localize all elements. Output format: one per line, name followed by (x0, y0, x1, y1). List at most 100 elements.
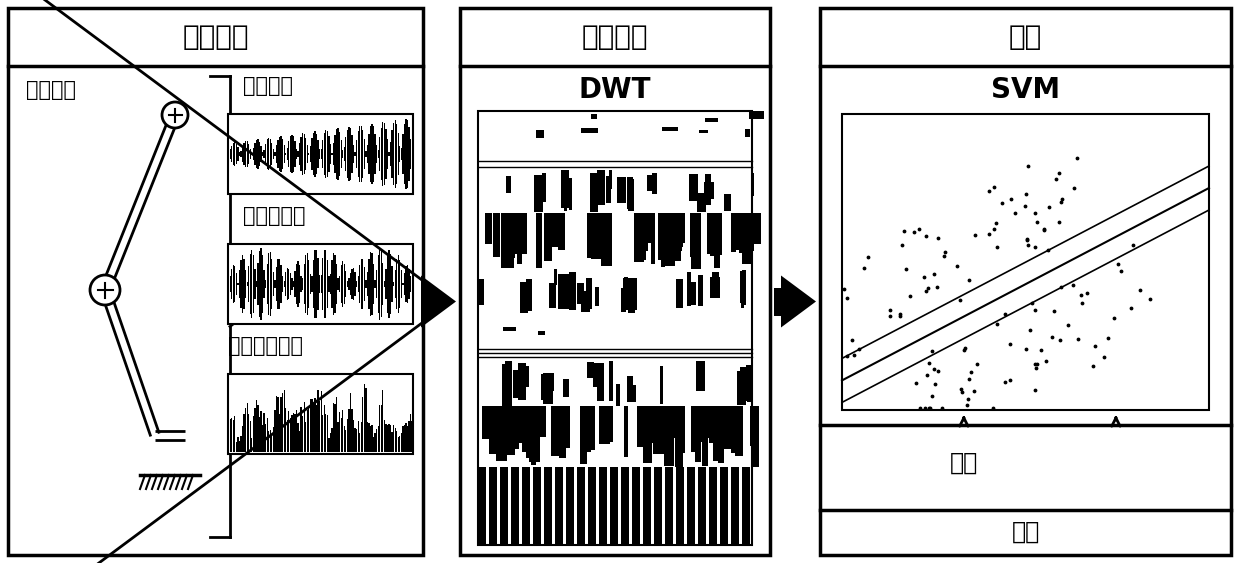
Bar (254, 269, 255, 300)
Bar (354, 428, 356, 452)
Bar (660, 406, 672, 445)
Bar (354, 152, 356, 156)
Bar (299, 266, 300, 302)
Bar (274, 410, 275, 452)
Bar (273, 427, 274, 452)
Bar (717, 406, 724, 463)
Bar (658, 213, 664, 261)
Bar (501, 467, 508, 545)
Bar (709, 406, 719, 443)
Bar (538, 330, 545, 335)
Bar (339, 276, 341, 292)
Bar (367, 145, 368, 163)
Bar (565, 406, 570, 448)
Bar (247, 282, 248, 285)
Bar (336, 129, 337, 178)
Bar (235, 144, 237, 164)
Bar (335, 135, 336, 173)
Bar (273, 149, 274, 159)
Bar (667, 406, 674, 466)
Bar (284, 145, 285, 163)
Bar (328, 136, 330, 172)
Bar (316, 249, 317, 319)
Bar (564, 175, 567, 211)
Bar (392, 131, 393, 178)
Bar (598, 467, 607, 545)
Bar (368, 259, 369, 309)
Bar (643, 406, 648, 448)
Bar (290, 136, 291, 172)
Bar (297, 151, 299, 157)
Bar (362, 397, 363, 452)
Bar (264, 270, 265, 298)
Bar (664, 213, 675, 266)
Bar (406, 426, 408, 452)
Bar (705, 182, 714, 199)
Bar (559, 275, 565, 309)
Bar (328, 438, 330, 452)
Bar (323, 249, 325, 319)
Bar (506, 406, 514, 453)
Bar (740, 367, 746, 404)
Bar (403, 283, 404, 285)
Bar (375, 428, 378, 452)
Bar (393, 425, 394, 452)
Bar (549, 283, 556, 308)
Bar (379, 248, 380, 320)
Bar (297, 423, 299, 452)
Bar (405, 423, 406, 452)
Bar (366, 388, 367, 452)
Bar (254, 408, 255, 452)
Bar (282, 140, 284, 168)
Bar (249, 254, 250, 314)
Bar (237, 147, 239, 161)
Bar (279, 137, 280, 172)
Bar (265, 424, 266, 452)
Bar (232, 146, 233, 162)
Bar (366, 280, 367, 288)
Bar (674, 406, 683, 467)
Bar (741, 272, 745, 308)
Bar (368, 134, 369, 175)
Bar (694, 406, 705, 441)
Bar (409, 269, 410, 300)
Bar (678, 406, 684, 452)
Bar (362, 130, 363, 178)
Bar (336, 265, 337, 303)
Bar (359, 265, 361, 302)
Bar (396, 259, 398, 309)
Bar (638, 213, 647, 260)
Text: 预测: 预测 (1011, 520, 1040, 544)
Bar (597, 170, 605, 205)
Bar (285, 272, 286, 296)
Bar (404, 124, 405, 184)
Bar (327, 131, 328, 177)
Bar (714, 213, 720, 268)
Bar (322, 258, 323, 310)
Bar (569, 178, 572, 210)
Bar (544, 467, 553, 545)
Bar (282, 393, 284, 452)
Bar (259, 417, 260, 452)
Bar (330, 145, 331, 164)
Bar (388, 249, 389, 318)
Bar (245, 141, 247, 167)
Bar (369, 252, 372, 316)
Bar (378, 255, 379, 313)
Bar (343, 263, 344, 305)
Bar (228, 421, 229, 452)
Bar (737, 213, 743, 245)
Bar (720, 467, 729, 545)
Bar (628, 179, 634, 211)
Bar (237, 283, 239, 285)
Bar (394, 428, 395, 452)
Bar (388, 425, 389, 452)
Bar (688, 272, 691, 306)
Bar (318, 401, 320, 452)
Bar (268, 138, 269, 170)
Bar (292, 413, 294, 452)
Bar (674, 213, 683, 248)
Bar (710, 213, 719, 256)
Bar (550, 406, 561, 455)
Bar (373, 126, 374, 182)
